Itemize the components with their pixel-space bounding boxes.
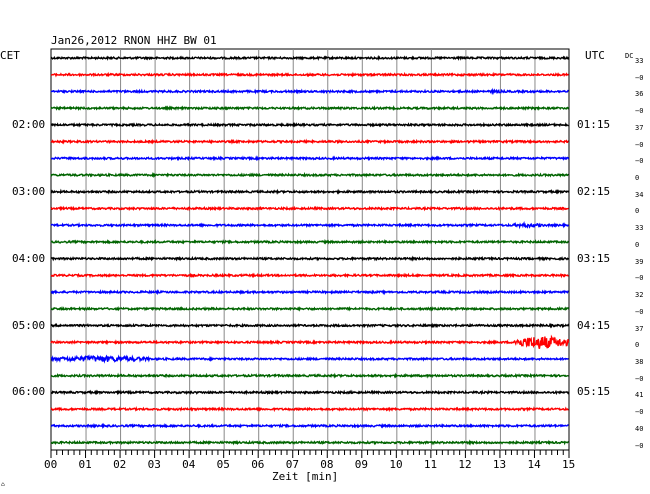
x-tick-label: 15 (562, 458, 576, 471)
trace-line (50, 71, 569, 78)
x-axis (50, 450, 570, 458)
left-time-label: 06:00 (12, 385, 46, 399)
left-time-label: 05:00 (12, 318, 46, 332)
left-time-label: 04:00 (12, 251, 46, 265)
right-time-label: 04:15 (577, 318, 611, 332)
x-tick-label: 07 (285, 458, 299, 471)
dc-value: 0 (635, 240, 640, 249)
x-tick-label: 10 (389, 458, 403, 471)
trace-line (50, 105, 570, 112)
x-tick-label: 12 (458, 458, 472, 471)
dc-value: 33 (635, 57, 644, 65)
trace-line (50, 322, 570, 329)
dc-value: 33 (635, 224, 644, 233)
trace-line (50, 87, 569, 96)
x-tick-label: 08 (320, 458, 334, 471)
x-tick-label: 14 (527, 458, 541, 471)
trace-line (50, 155, 570, 162)
dc-value: 32 (635, 291, 644, 300)
dc-value: −0 (635, 73, 644, 82)
dc-value: −0 (635, 157, 644, 166)
x-tick-label: 00 (44, 458, 58, 471)
seismic-traces (50, 54, 570, 446)
trace-line (50, 354, 569, 364)
chart-title: Jan26,2012 RNON HHZ BW 01 (51, 34, 217, 47)
right-time-label: 03:15 (577, 251, 611, 265)
dc-value: −0 (635, 274, 644, 283)
trace-line (50, 372, 569, 379)
right-timezone-label: UTC (585, 49, 605, 62)
left-timezone-label: CET (0, 49, 20, 62)
x-tick-label: 11 (423, 458, 438, 471)
trace-line (50, 54, 570, 61)
x-tick-label: 02 (113, 458, 127, 471)
x-tick-label: 05 (216, 458, 230, 471)
trace-line (50, 405, 569, 413)
dc-value: 39 (635, 257, 644, 266)
corner-mark: ⌂ (1, 481, 5, 488)
trace-line (50, 389, 570, 396)
trace-line (50, 422, 569, 430)
dc-value: −0 (635, 374, 644, 383)
x-tick-label: 06 (251, 458, 265, 471)
trace-line (50, 188, 570, 195)
x-tick-label: 09 (354, 458, 369, 471)
trace-line (50, 121, 569, 128)
dc-value: 38 (635, 357, 644, 366)
x-axis-label: Zeit [min] (272, 470, 339, 483)
dc-value: 34 (635, 190, 644, 199)
dc-value: −0 (635, 441, 644, 450)
trace-line (50, 289, 569, 296)
plot-grid (50, 48, 570, 451)
dc-value: 40 (635, 424, 644, 433)
dc-value: 0 (635, 207, 640, 216)
dc-value: 37 (635, 123, 644, 132)
trace-line (50, 205, 569, 212)
dc-header-label: DC (625, 52, 634, 60)
left-time-label: 03:00 (12, 184, 46, 198)
trace-line (50, 272, 569, 279)
trace-line (50, 439, 569, 446)
dc-value: 0 (635, 341, 640, 350)
x-tick-label: 03 (147, 458, 161, 471)
trace-line (50, 334, 570, 349)
dc-value: 36 (635, 90, 644, 99)
x-tick-label: 13 (492, 458, 507, 471)
trace-line (50, 238, 569, 245)
dc-value: −0 (635, 107, 644, 116)
trace-line (50, 138, 569, 145)
right-time-label: 01:15 (577, 117, 611, 131)
x-tick-label: 01 (78, 458, 92, 471)
x-tick-label: 04 (182, 458, 196, 471)
dc-value: 37 (635, 324, 644, 333)
dc-value: −0 (635, 307, 644, 316)
trace-line (50, 305, 570, 312)
right-time-label: 05:15 (577, 385, 611, 399)
dc-value: −0 (635, 408, 644, 417)
left-time-label: 02:00 (12, 117, 46, 131)
dc-value: 41 (635, 391, 644, 400)
dc-value: −0 (635, 140, 644, 149)
dc-value: 0 (635, 174, 640, 183)
right-time-label: 02:15 (577, 184, 611, 198)
trace-line (50, 221, 570, 230)
trace-line (50, 171, 569, 179)
trace-line (50, 255, 570, 262)
